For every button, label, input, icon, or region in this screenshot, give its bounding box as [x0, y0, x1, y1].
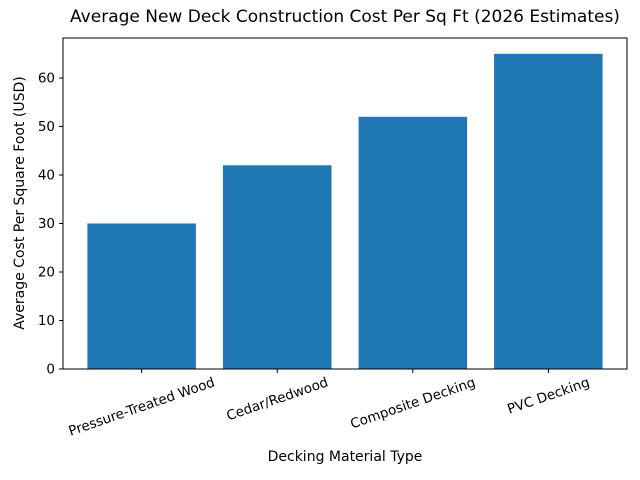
plot-border — [62, 37, 628, 370]
bar-1 — [223, 165, 332, 369]
x-axis-label: Decking Material Type — [267, 449, 423, 465]
y-tick-label: 60 — [38, 71, 55, 87]
bar-3 — [494, 53, 603, 370]
x-tick-label: Pressure-Treated Wood — [67, 375, 217, 440]
y-tick-label: 40 — [38, 168, 55, 184]
y-tick-label: 50 — [38, 119, 55, 135]
y-tick-label: 10 — [38, 313, 55, 329]
x-tick-label: Cedar/Redwood — [224, 374, 330, 424]
bar-0 — [87, 223, 196, 369]
y-tick-label: 20 — [38, 265, 55, 281]
y-tick-label: 30 — [38, 216, 55, 232]
x-tick-label: Composite Decking — [348, 375, 477, 433]
y-axis-label: Average Cost Per Square Foot (USD) — [12, 76, 28, 330]
bar-2 — [358, 116, 468, 369]
x-tick-label: PVC Decking — [505, 375, 591, 418]
chart-title: Average New Deck Construction Cost Per S… — [70, 7, 620, 27]
y-tick-label: 0 — [46, 362, 55, 378]
